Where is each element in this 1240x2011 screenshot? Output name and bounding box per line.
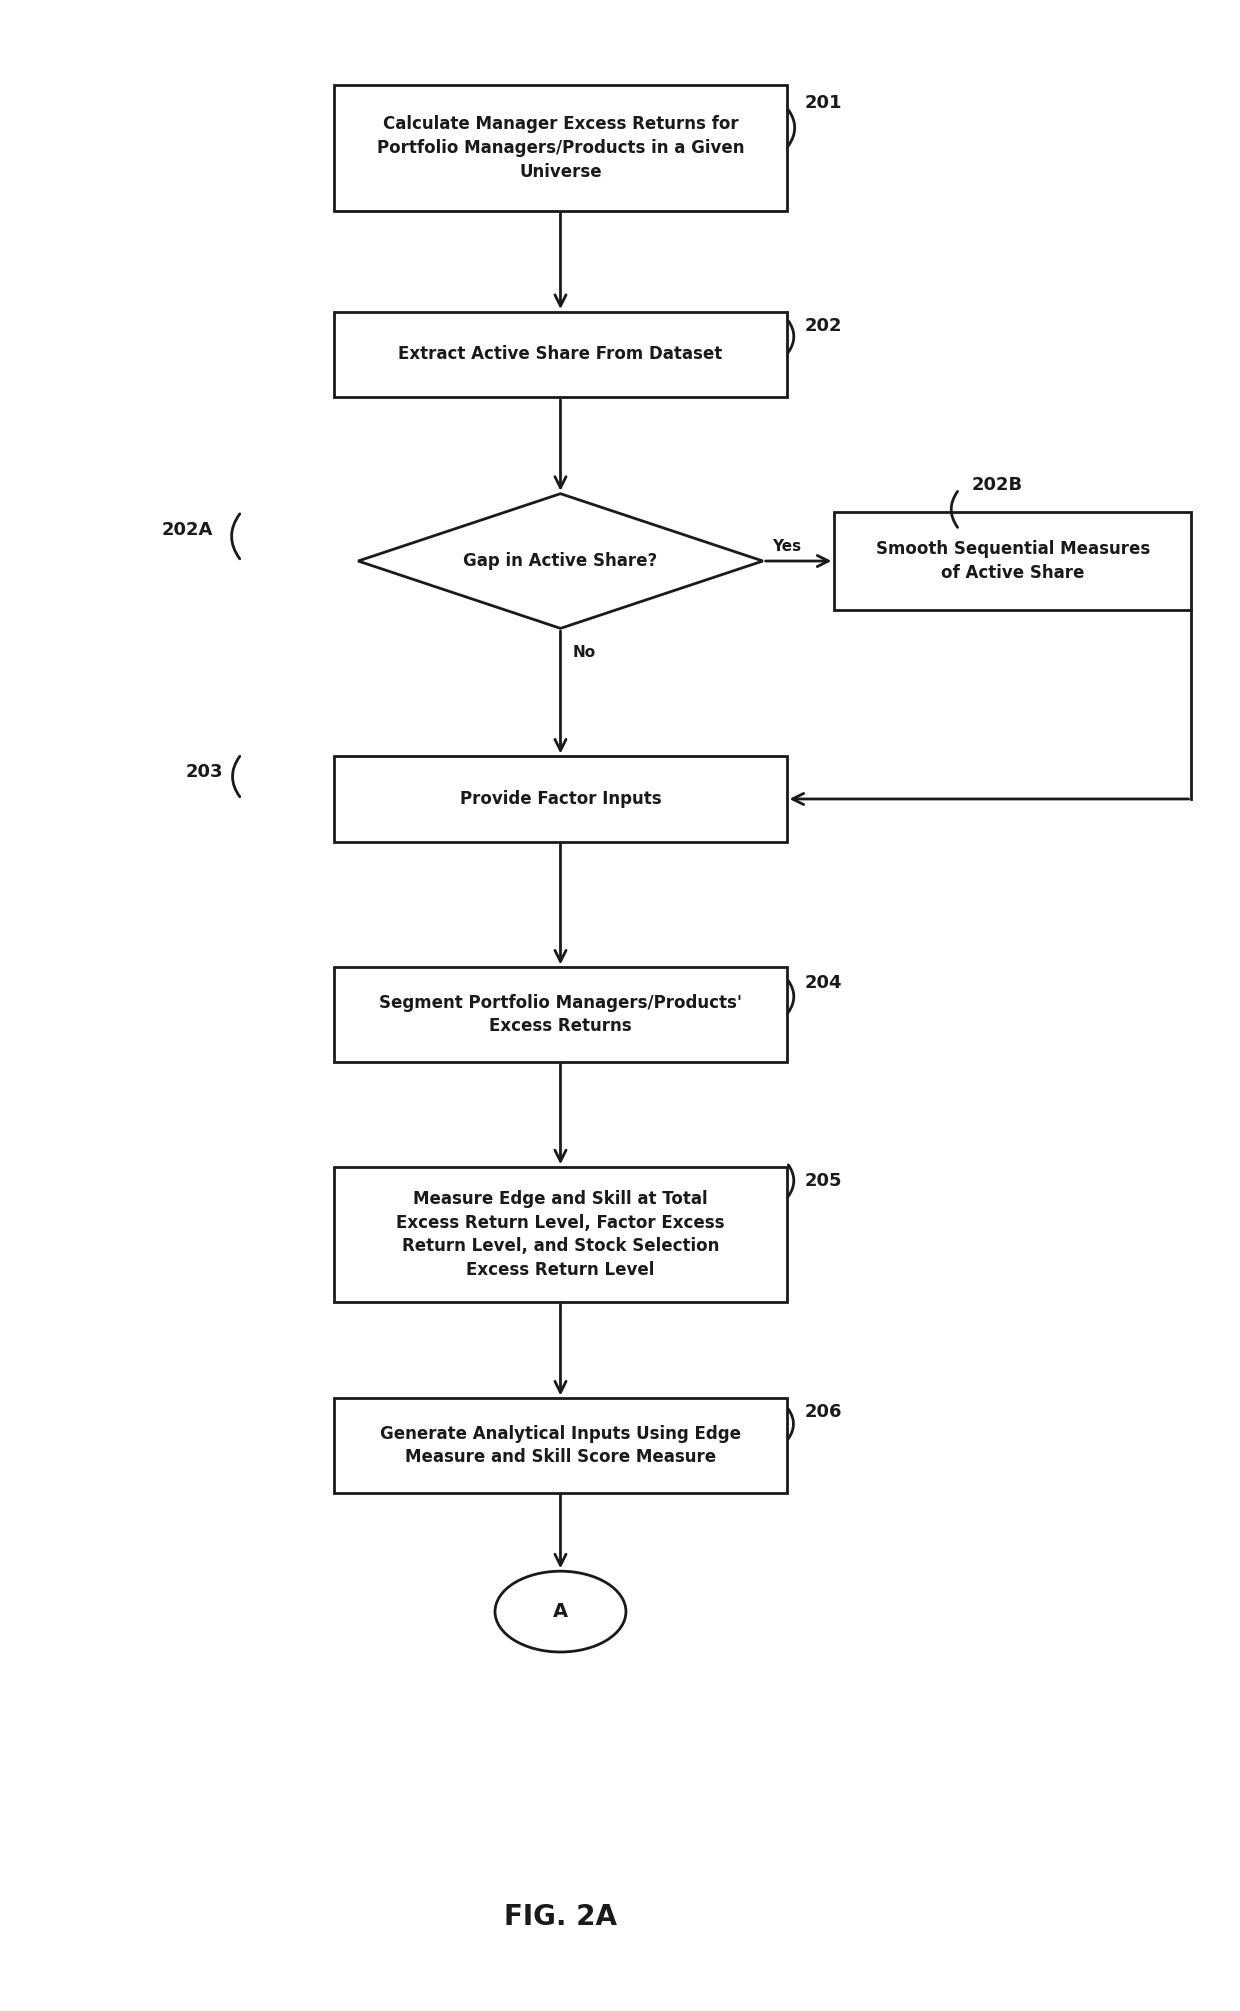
Text: A: A <box>553 1603 568 1621</box>
Text: Yes: Yes <box>773 539 801 553</box>
FancyBboxPatch shape <box>335 1166 786 1301</box>
Text: 202A: 202A <box>161 521 213 539</box>
Text: Generate Analytical Inputs Using Edge
Measure and Skill Score Measure: Generate Analytical Inputs Using Edge Me… <box>379 1424 742 1466</box>
Text: 206: 206 <box>805 1404 842 1422</box>
FancyBboxPatch shape <box>335 756 786 843</box>
Text: Extract Active Share From Dataset: Extract Active Share From Dataset <box>398 346 723 364</box>
Text: 204: 204 <box>805 973 842 991</box>
Text: Gap in Active Share?: Gap in Active Share? <box>464 553 657 569</box>
Polygon shape <box>358 493 763 627</box>
Text: 205: 205 <box>805 1172 842 1191</box>
Text: Smooth Sequential Measures
of Active Share: Smooth Sequential Measures of Active Sha… <box>875 541 1149 581</box>
Ellipse shape <box>495 1571 626 1651</box>
FancyBboxPatch shape <box>335 312 786 396</box>
Text: Calculate Manager Excess Returns for
Portfolio Managers/Products in a Given
Univ: Calculate Manager Excess Returns for Por… <box>377 115 744 181</box>
FancyBboxPatch shape <box>335 84 786 211</box>
Text: Provide Factor Inputs: Provide Factor Inputs <box>460 790 661 808</box>
Text: 202B: 202B <box>971 477 1022 493</box>
Text: No: No <box>573 646 595 660</box>
FancyBboxPatch shape <box>335 967 786 1062</box>
Text: 203: 203 <box>186 762 223 780</box>
Text: 201: 201 <box>805 95 842 113</box>
Text: Segment Portfolio Managers/Products'
Excess Returns: Segment Portfolio Managers/Products' Exc… <box>379 993 742 1036</box>
Text: 202: 202 <box>805 318 842 334</box>
FancyBboxPatch shape <box>835 511 1192 611</box>
FancyBboxPatch shape <box>335 1398 786 1492</box>
Text: Measure Edge and Skill at Total
Excess Return Level, Factor Excess
Return Level,: Measure Edge and Skill at Total Excess R… <box>397 1191 724 1279</box>
Text: FIG. 2A: FIG. 2A <box>503 1902 618 1931</box>
